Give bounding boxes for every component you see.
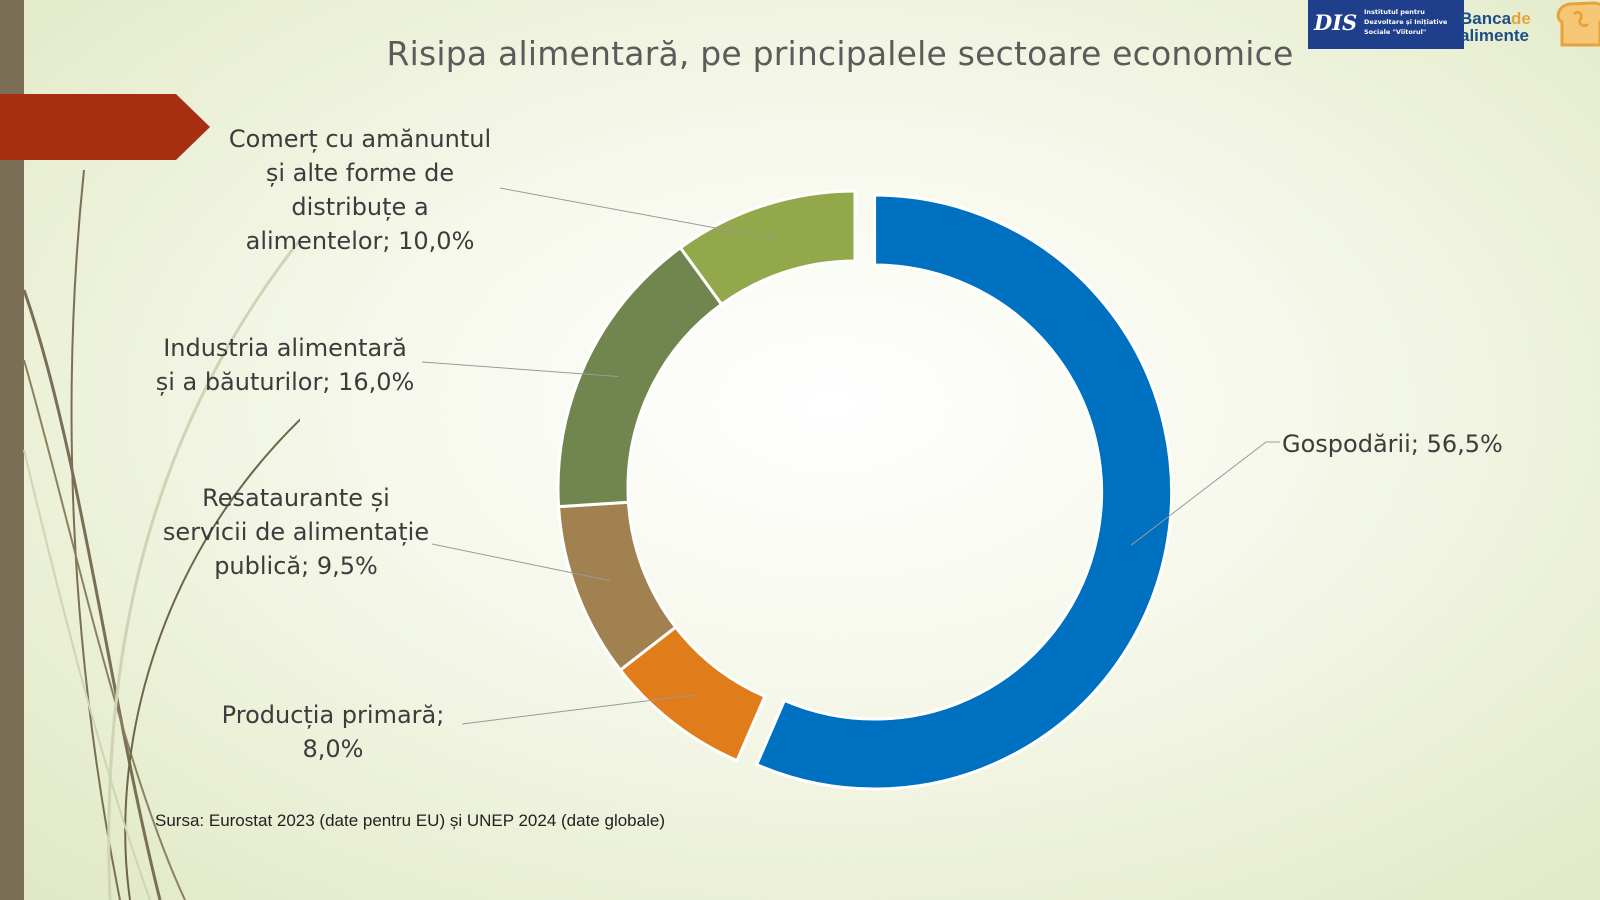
leader-line-gospodarii: [1130, 441, 1280, 546]
label-productia-primara: Producția primară; 8,0%: [221, 701, 445, 763]
donut-slice-comert: [678, 189, 857, 307]
banca-word: Banca: [1460, 9, 1512, 28]
donut-slice-gospodarii: [754, 193, 1174, 791]
bread-icon: [1556, 1, 1600, 47]
arrow-banner: [0, 94, 210, 160]
label-industria: Industria alimentară și a băuturilor; 16…: [155, 334, 415, 396]
label-comert: Comerț cu amănuntul și alte forme de dis…: [228, 125, 492, 255]
dis-logo-text: DIS: [1314, 10, 1358, 35]
leader-line-restaurante: [431, 543, 611, 582]
decorative-curves: [22, 169, 300, 900]
label-gospodarii: Gospodării; 56,5%: [1282, 430, 1503, 458]
dis-logo: DIS Institutul pentru Dezvoltare și Iniț…: [1308, 0, 1464, 49]
leader-line-comert: [499, 187, 775, 240]
label-restaurante: Resataurante și servicii de alimentație …: [162, 484, 430, 580]
de-word: de: [1511, 9, 1531, 28]
page-title: Risipa alimentară, pe principalele secto…: [386, 34, 1294, 73]
alimente-word: alimente: [1460, 26, 1529, 45]
banca-de-alimente-logo: Bancade alimente: [1460, 10, 1531, 44]
logos: DIS Institutul pentru Dezvoltare și Iniț…: [1308, 0, 1600, 49]
leader-line-industria: [421, 361, 618, 377]
dis-org-name: Institutul pentru Dezvoltare și Inițiati…: [1364, 8, 1448, 36]
source-note: Sursa: Eurostat 2023 (date pentru EU) și…: [155, 811, 665, 830]
leader-line-productia-primara: [461, 694, 695, 725]
donut-slice-industria: [556, 245, 724, 509]
